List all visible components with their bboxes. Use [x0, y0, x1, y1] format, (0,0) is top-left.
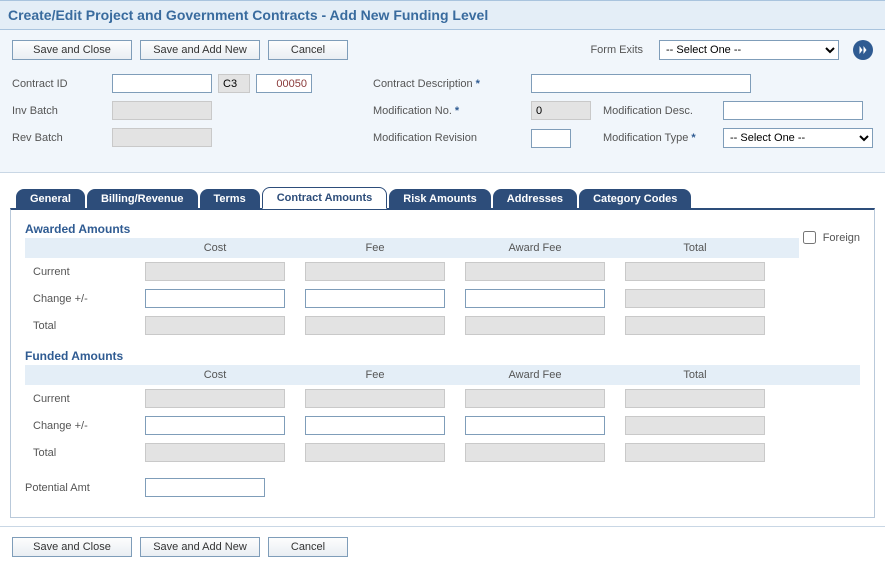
- funded-total-awardfee: [465, 443, 605, 462]
- inv-batch-label: Inv Batch: [12, 105, 112, 117]
- mod-desc-input[interactable]: [723, 101, 863, 120]
- form-exits-select[interactable]: -- Select One --: [659, 40, 839, 60]
- contract-id-label: Contract ID: [12, 78, 112, 90]
- foreign-label: Foreign: [823, 232, 860, 244]
- required-icon: *: [455, 105, 459, 117]
- awarded-total-total: [625, 316, 765, 335]
- cancel-button[interactable]: Cancel: [268, 40, 348, 60]
- funded-current-fee: [305, 389, 445, 408]
- funded-change-total: [625, 416, 765, 435]
- row-current-label: Current: [25, 393, 145, 405]
- funded-change-cost[interactable]: [145, 416, 285, 435]
- mod-type-select[interactable]: -- Select One --: [723, 128, 873, 148]
- save-and-close-button-bottom[interactable]: Save and Close: [12, 537, 132, 557]
- awarded-change-row: Change +/-: [25, 285, 860, 312]
- awarded-change-awardfee[interactable]: [465, 289, 605, 308]
- col-total-label: Total: [625, 369, 765, 381]
- contract-desc-input[interactable]: [531, 74, 751, 93]
- awarded-change-cost[interactable]: [145, 289, 285, 308]
- col-fee-label: Fee: [305, 369, 445, 381]
- tab-risk-amounts[interactable]: Risk Amounts: [389, 189, 491, 209]
- tab-terms[interactable]: Terms: [200, 189, 260, 209]
- funded-amounts-title: Funded Amounts: [25, 349, 860, 363]
- mod-desc-label: Modification Desc.: [603, 105, 723, 117]
- cancel-button-bottom[interactable]: Cancel: [268, 537, 348, 557]
- form-exits-go-icon[interactable]: [853, 40, 873, 60]
- funded-change-awardfee[interactable]: [465, 416, 605, 435]
- contract-id-input[interactable]: [112, 74, 212, 93]
- foreign-checkbox[interactable]: [803, 231, 816, 244]
- col-fee-label: Fee: [305, 242, 445, 254]
- tab-addresses[interactable]: Addresses: [493, 189, 577, 209]
- potential-amount-input[interactable]: [145, 478, 265, 497]
- row-total-label: Total: [25, 447, 145, 459]
- contract-id-seg2[interactable]: [256, 74, 312, 93]
- mod-no-label: Modification No.*: [373, 105, 531, 117]
- contract-desc-label: Contract Description*: [373, 78, 531, 90]
- funded-header-row: Cost Fee Award Fee Total: [25, 365, 860, 385]
- awarded-current-fee: [305, 262, 445, 281]
- awarded-amounts-title: Awarded Amounts: [25, 222, 860, 236]
- tabs-section: General Billing/Revenue Terms Contract A…: [0, 173, 885, 526]
- awarded-header-row: Cost Fee Award Fee Total: [25, 238, 799, 258]
- awarded-total-cost: [145, 316, 285, 335]
- awarded-current-total: [625, 262, 765, 281]
- row-change-label: Change +/-: [25, 293, 145, 305]
- form-header-area: Save and Close Save and Add New Cancel F…: [0, 30, 885, 173]
- col-cost-label: Cost: [145, 369, 285, 381]
- potential-amount-label: Potential Amt: [25, 482, 145, 494]
- funded-change-fee[interactable]: [305, 416, 445, 435]
- required-icon: *: [691, 132, 695, 144]
- top-button-row: Save and Close Save and Add New Cancel F…: [12, 40, 873, 60]
- funded-current-row: Current: [25, 385, 860, 412]
- foreign-checkbox-wrap: Foreign: [799, 228, 860, 247]
- mod-no-input: [531, 101, 591, 120]
- potential-amount-row: Potential Amt: [25, 478, 860, 497]
- col-cost-label: Cost: [145, 242, 285, 254]
- header-fields: Contract ID Inv Batch Rev Batch Contract…: [12, 74, 873, 156]
- inv-batch-input: [112, 101, 212, 120]
- save-and-close-button[interactable]: Save and Close: [12, 40, 132, 60]
- funded-current-cost: [145, 389, 285, 408]
- required-icon: *: [476, 78, 480, 90]
- mod-type-label: Modification Type*: [603, 132, 723, 144]
- awarded-total-row: Total: [25, 312, 860, 339]
- awarded-current-awardfee: [465, 262, 605, 281]
- save-and-add-new-button-bottom[interactable]: Save and Add New: [140, 537, 260, 557]
- col-award-fee-label: Award Fee: [465, 369, 605, 381]
- rev-batch-label: Rev Batch: [12, 132, 112, 144]
- funded-change-row: Change +/-: [25, 412, 860, 439]
- save-and-add-new-button[interactable]: Save and Add New: [140, 40, 260, 60]
- awarded-current-cost: [145, 262, 285, 281]
- rev-batch-input: [112, 128, 212, 147]
- awarded-total-fee: [305, 316, 445, 335]
- mod-rev-input[interactable]: [531, 129, 571, 148]
- awarded-change-total: [625, 289, 765, 308]
- form-exits-label: Form Exits: [590, 44, 643, 56]
- col-total-label: Total: [625, 242, 765, 254]
- awarded-total-awardfee: [465, 316, 605, 335]
- page-title: Create/Edit Project and Government Contr…: [0, 0, 885, 30]
- row-change-label: Change +/-: [25, 420, 145, 432]
- mod-rev-label: Modification Revision: [373, 132, 531, 144]
- row-current-label: Current: [25, 266, 145, 278]
- tab-strip: General Billing/Revenue Terms Contract A…: [10, 187, 875, 209]
- funded-total-total: [625, 443, 765, 462]
- tab-body-contract-amounts: Foreign Awarded Amounts Cost Fee Award F…: [10, 208, 875, 518]
- tab-category-codes[interactable]: Category Codes: [579, 189, 691, 209]
- row-total-label: Total: [25, 320, 145, 332]
- funded-current-total: [625, 389, 765, 408]
- contract-id-seg1: [218, 74, 250, 93]
- funded-total-cost: [145, 443, 285, 462]
- col-award-fee-label: Award Fee: [465, 242, 605, 254]
- funded-total-row: Total: [25, 439, 860, 466]
- awarded-current-row: Current: [25, 258, 860, 285]
- tab-billing-revenue[interactable]: Billing/Revenue: [87, 189, 198, 209]
- awarded-change-fee[interactable]: [305, 289, 445, 308]
- tab-contract-amounts[interactable]: Contract Amounts: [262, 187, 388, 209]
- bottom-button-row: Save and Close Save and Add New Cancel: [0, 526, 885, 567]
- tab-general[interactable]: General: [16, 189, 85, 209]
- funded-total-fee: [305, 443, 445, 462]
- funded-current-awardfee: [465, 389, 605, 408]
